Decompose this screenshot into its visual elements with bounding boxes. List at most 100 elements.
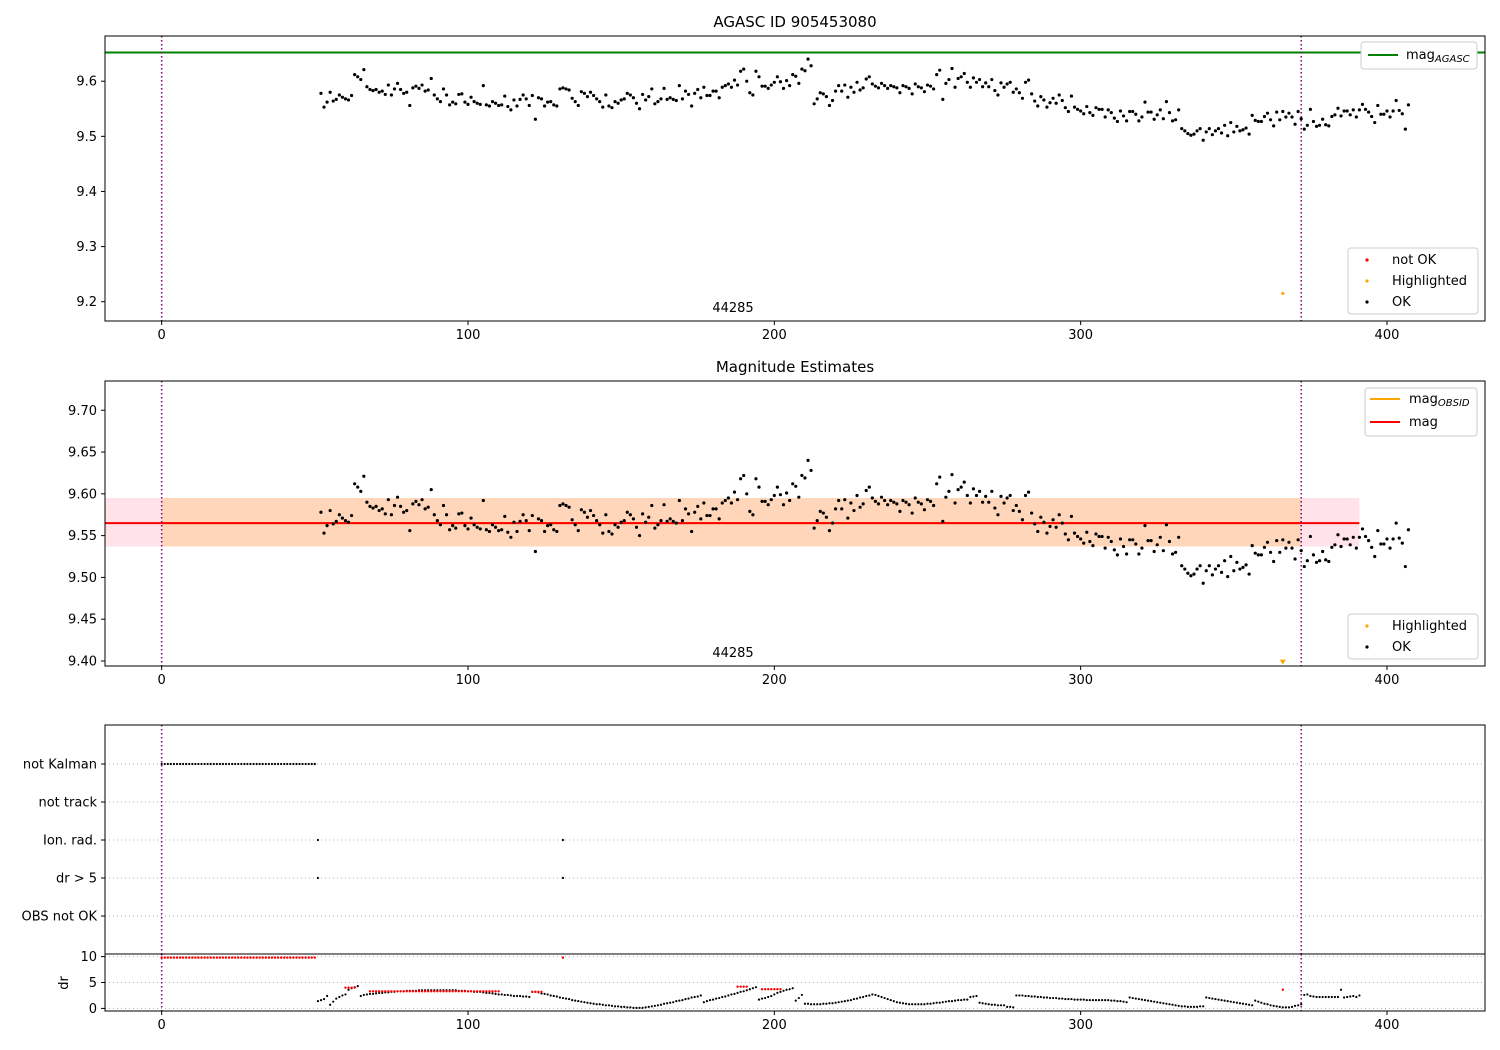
ok-point — [818, 91, 822, 95]
y-tick-label: 9.45 — [68, 613, 97, 628]
dr-not-ok-point — [739, 985, 742, 988]
ok-point — [1363, 534, 1368, 539]
ok-point — [1278, 118, 1282, 122]
flag-point — [280, 762, 283, 766]
dr-point — [1349, 995, 1352, 998]
ok-point — [766, 503, 770, 507]
ok-point — [653, 102, 657, 106]
ok-point — [1158, 108, 1162, 112]
dr-not-ok-point — [482, 990, 485, 993]
ok-point — [628, 513, 632, 517]
dr-point — [506, 993, 509, 997]
ok-point — [1268, 118, 1273, 122]
ok-point — [745, 492, 749, 496]
ok-point — [573, 523, 577, 527]
flag-point — [252, 762, 255, 766]
dr-point — [855, 997, 859, 1000]
dr-point — [953, 999, 957, 1002]
ok-point — [1030, 92, 1034, 96]
dr-point — [1244, 1003, 1248, 1006]
dr-point — [748, 988, 751, 991]
dr-not-ok-point — [469, 990, 473, 993]
flag-point — [310, 762, 313, 766]
ok-point — [610, 106, 614, 110]
dr-point — [549, 994, 552, 997]
ok-point — [1118, 537, 1123, 541]
ok-point — [512, 98, 516, 102]
dr-not-ok-point — [763, 988, 767, 991]
ok-point — [1330, 545, 1334, 549]
flag-point — [276, 762, 280, 766]
ok-point — [708, 513, 712, 518]
ok-point — [478, 102, 482, 106]
ok-point — [1048, 101, 1052, 105]
ok-point — [481, 498, 485, 503]
ok-point — [441, 87, 446, 91]
ok-point — [1207, 564, 1211, 568]
ok-point — [1091, 113, 1095, 117]
ok-point — [399, 87, 403, 92]
x-tick-label: 400 — [1375, 1018, 1400, 1033]
ok-point — [745, 79, 749, 83]
dr-not-ok-point — [249, 956, 252, 959]
ok-point — [714, 89, 718, 93]
ok-point — [858, 88, 862, 92]
dr-point — [803, 1002, 807, 1005]
ok-point — [1124, 552, 1129, 556]
ok-point — [993, 88, 997, 93]
ok-point — [1143, 100, 1147, 104]
ok-point — [423, 507, 427, 511]
ok-point — [965, 493, 969, 498]
ok-point — [855, 493, 859, 498]
ok-point — [552, 103, 556, 107]
dr-point — [1165, 1002, 1168, 1005]
ok-point — [371, 506, 375, 510]
ok-point — [386, 498, 390, 502]
ok-point — [356, 75, 360, 79]
ok-point — [469, 516, 473, 520]
ok-point — [448, 528, 452, 532]
dr-point — [935, 1001, 938, 1004]
dr-point — [1223, 999, 1226, 1002]
ok-point — [395, 495, 400, 499]
ok-point — [377, 508, 381, 513]
dr-point — [984, 1002, 987, 1005]
ok-point — [913, 496, 917, 500]
ok-point — [938, 68, 942, 72]
ok-point — [987, 500, 991, 504]
ok-point — [1026, 490, 1031, 494]
dr-point — [908, 1003, 911, 1006]
ok-point — [451, 100, 455, 104]
dr-point — [1352, 994, 1355, 998]
ok-point — [760, 84, 764, 88]
agasc-title: AGASC ID 905453080 — [713, 13, 876, 31]
ok-point — [340, 95, 345, 99]
agasc-legend-bottom: not OK Highlighted OK — [1347, 247, 1479, 315]
dr-point — [865, 994, 868, 998]
ok-point — [644, 520, 648, 524]
ok-point — [723, 498, 727, 503]
dr-point — [862, 995, 865, 999]
dr-point — [522, 995, 525, 998]
ok-point — [686, 512, 691, 516]
dr-point — [1186, 1005, 1189, 1008]
ok-point — [503, 94, 507, 98]
ok-point — [1406, 528, 1411, 532]
ok-point — [1256, 553, 1260, 557]
ok-point — [564, 503, 568, 508]
dr-point — [1104, 999, 1107, 1002]
ok-point — [794, 484, 798, 488]
dr-point — [705, 1000, 709, 1003]
dr-point — [822, 1002, 825, 1005]
dr-not-ok-point — [387, 990, 390, 993]
agasc-panel: AGASC ID 905453080 44285 0 100 200 300 400 9.… — [76, 13, 1486, 343]
estimates-legend-bottom: Highlighted OK — [1347, 613, 1479, 660]
dr-not-ok-point — [270, 956, 274, 959]
ok-point — [769, 498, 773, 502]
ok-point — [1348, 113, 1352, 117]
dr-point — [1134, 997, 1137, 1000]
dr-point — [809, 1003, 813, 1006]
ok-point — [1391, 109, 1395, 113]
ok-point — [837, 498, 841, 503]
dr-not-ok-point — [381, 990, 384, 993]
